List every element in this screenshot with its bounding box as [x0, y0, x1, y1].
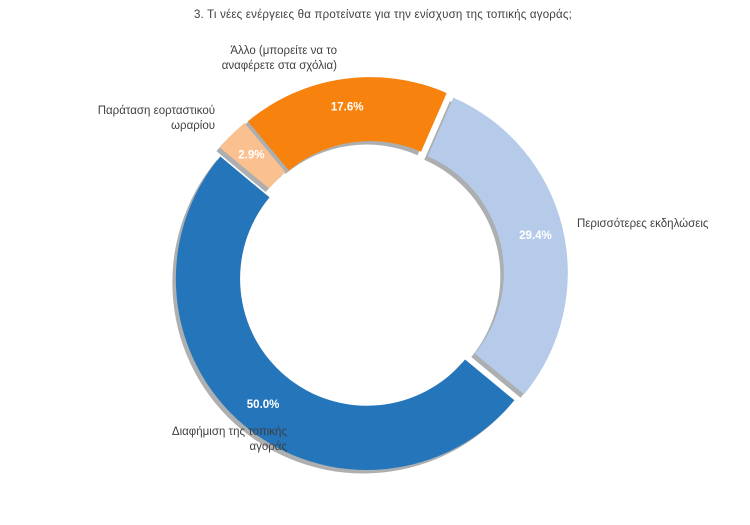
slice-percent-label-paratasi: 2.9% — [238, 150, 264, 162]
donut-slice-paratasi — [219, 123, 286, 189]
slice-percent-label-perissoteres: 29.4% — [519, 230, 552, 242]
chart-title: 3. Τι νέες ενέργειες θα προτείνατε για τ… — [193, 9, 573, 21]
donut-slice-diafimisi — [175, 156, 515, 471]
slice-percent-label-diafimisi: 50.0% — [247, 399, 280, 411]
category-label-other: Άλλο (μπορείτε να το αναφέρετε στα σχόλι… — [221, 45, 337, 72]
category-label-extended-hours: Παράταση εορταστικού ωραρίου — [97, 105, 215, 132]
category-label-more-events: Περισσότερες εκδηλώσεις — [577, 218, 709, 230]
donut-slice-allo — [247, 77, 447, 171]
slice-percent-label-allo: 17.6% — [331, 102, 364, 114]
donut-slice-perissoteres — [427, 97, 568, 395]
category-label-advertising: Διαφήμιση της τοπικής αγοράς — [171, 426, 287, 453]
